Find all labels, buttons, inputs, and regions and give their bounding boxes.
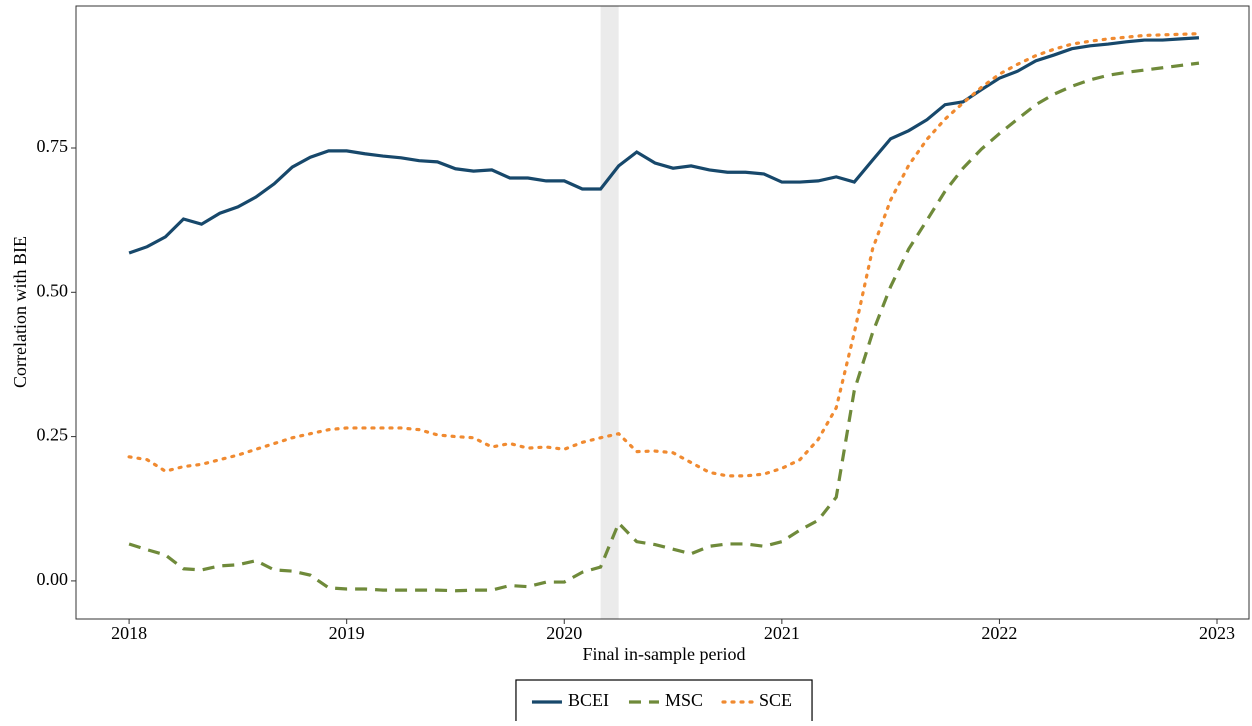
x-tick-label: 2019	[329, 623, 365, 643]
legend-label: SCE	[759, 690, 792, 710]
y-tick-label: 0.00	[37, 569, 69, 589]
legend-label: MSC	[665, 690, 703, 710]
series-line	[128, 61, 1200, 593]
legend-label: BCEI	[568, 690, 609, 710]
y-tick-label: 0.50	[37, 280, 69, 300]
y-tick-label: 0.25	[37, 425, 69, 445]
y-tick-label: 0.75	[37, 136, 69, 156]
y-axis-label: Correlation with BIE	[10, 236, 30, 388]
x-tick-label: 2022	[981, 623, 1017, 643]
x-axis-label: Final in-sample period	[583, 644, 746, 664]
x-tick-label: 2023	[1199, 623, 1235, 643]
shaded-period	[600, 6, 619, 619]
legend: BCEI MSC SCE	[515, 679, 813, 726]
legend-box	[515, 679, 813, 726]
x-tick-label: 2020	[546, 623, 582, 643]
x-tick-label: 2018	[111, 623, 147, 643]
x-tick-label: 2021	[764, 623, 800, 643]
plot-frame	[75, 5, 1250, 620]
series-line	[128, 36, 1200, 255]
series-line	[127, 32, 1201, 478]
